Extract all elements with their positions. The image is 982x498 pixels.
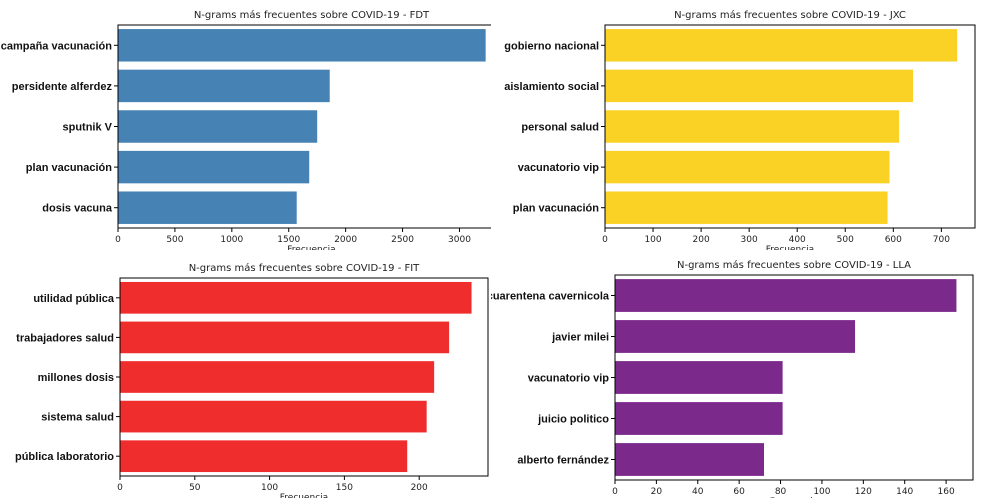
x-tick-label: 500 <box>837 235 854 245</box>
bar <box>120 440 408 473</box>
bar <box>615 443 764 476</box>
x-tick-label: 0 <box>115 235 121 245</box>
chart-fdt: N-grams más frecuentes sobre COVID-19 - … <box>1 9 491 250</box>
x-tick-label: 50 <box>189 483 201 493</box>
category-label: pública laboratorio <box>15 451 114 463</box>
chart-title: N-grams más frecuentes sobre COVID-19 - … <box>194 9 430 21</box>
bar <box>120 321 450 354</box>
x-tick-label: 160 <box>938 487 955 497</box>
bar <box>615 320 856 353</box>
category-label: utilidad pública <box>33 293 115 305</box>
bar <box>605 110 900 143</box>
bar <box>615 402 783 435</box>
x-tick-label: 500 <box>166 235 183 245</box>
bar <box>120 281 472 314</box>
bar <box>118 29 486 62</box>
x-tick-label: 100 <box>644 235 661 245</box>
x-tick-label: 20 <box>651 487 663 497</box>
category-label: sputnik V <box>62 122 112 134</box>
x-tick-label: 3000 <box>448 235 471 245</box>
chart-lla: N-grams más frecuentes sobre COVID-19 - … <box>491 259 974 498</box>
x-tick-label: 700 <box>933 235 950 245</box>
x-tick-label: 1000 <box>220 235 243 245</box>
x-tick-label: 200 <box>411 483 428 493</box>
plot-frame <box>117 24 491 229</box>
category-label: persidente alferdez <box>12 81 113 93</box>
category-label: campaña vacunación <box>1 40 113 52</box>
bar <box>118 69 330 103</box>
bar <box>118 150 310 184</box>
x-axis-label: Frecuencia <box>280 493 328 498</box>
chart-jxc: N-grams más frecuentes sobre COVID-19 - … <box>504 9 976 250</box>
category-label: dosis vacuna <box>42 203 113 215</box>
category-label: cuarentena cavernicola <box>491 291 610 303</box>
x-tick-label: 150 <box>336 483 353 493</box>
x-tick-label: 0 <box>612 487 618 497</box>
x-tick-label: 0 <box>602 235 608 245</box>
bar <box>118 110 318 143</box>
x-tick-label: 40 <box>692 487 704 497</box>
x-tick-label: 100 <box>813 487 830 497</box>
x-tick-label: 60 <box>733 487 745 497</box>
chart-title: N-grams más frecuentes sobre COVID-19 - … <box>674 9 906 21</box>
category-label: plan vacunación <box>26 162 112 174</box>
bar <box>120 361 435 393</box>
category-label: vacunatorio vip <box>528 373 610 385</box>
bar <box>615 361 783 394</box>
category-label: millones dosis <box>38 372 114 384</box>
x-tick-label: 80 <box>775 487 787 497</box>
bar <box>118 191 297 224</box>
category-label: aislamiento social <box>504 81 599 93</box>
category-label: trabajadores salud <box>16 332 114 344</box>
x-tick-label: 400 <box>789 235 806 245</box>
bar <box>615 279 957 312</box>
bar <box>605 29 958 62</box>
x-tick-label: 0 <box>117 483 123 493</box>
plot-frame <box>614 274 974 481</box>
chart-title: N-grams más frecuentes sobre COVID-19 - … <box>677 259 911 271</box>
plot-frame <box>604 24 976 229</box>
x-tick-label: 600 <box>885 235 902 245</box>
bar <box>605 150 890 184</box>
x-tick-label: 2500 <box>391 235 414 245</box>
x-tick-label: 300 <box>741 235 758 245</box>
category-label: plan vacunación <box>513 203 599 215</box>
plot-frame <box>119 277 489 477</box>
x-tick-label: 140 <box>896 487 913 497</box>
x-tick-label: 1500 <box>277 235 300 245</box>
category-label: alberto fernández <box>517 455 609 467</box>
category-label: vacunatorio vip <box>518 162 600 174</box>
category-label: juicio politico <box>537 414 609 426</box>
x-axis-label: Frecuencia <box>766 245 814 250</box>
bar <box>605 191 888 224</box>
category-label: sistema salud <box>41 412 114 424</box>
x-tick-label: 120 <box>855 487 872 497</box>
chart-title: N-grams más frecuentes sobre COVID-19 - … <box>189 262 420 274</box>
category-label: javier milei <box>551 332 609 344</box>
category-label: personal salud <box>521 122 599 134</box>
bar <box>120 400 427 433</box>
x-tick-label: 2000 <box>334 235 357 245</box>
x-tick-label: 100 <box>261 483 278 493</box>
x-tick-label: 200 <box>693 235 710 245</box>
bar <box>605 69 914 103</box>
category-label: gobierno nacional <box>504 40 599 52</box>
chart-fit: N-grams más frecuentes sobre COVID-19 - … <box>15 262 489 498</box>
x-axis-label: Frecuencia <box>287 245 335 250</box>
